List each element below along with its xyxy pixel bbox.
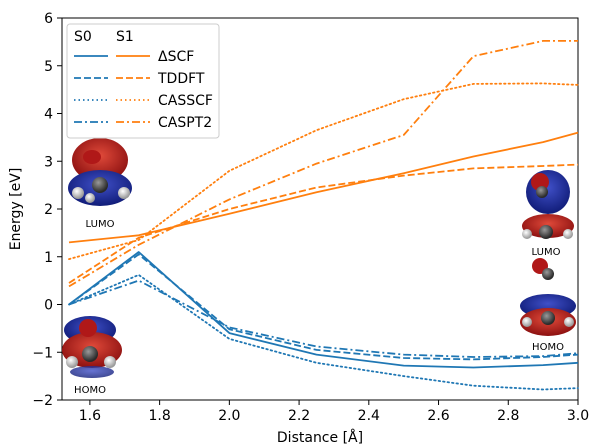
homo-orbital-right: HOMO — [520, 258, 576, 353]
legend-label: CASSCF — [158, 93, 213, 109]
legend-rows: ΔSCF TDDFT CASSCF CASPT2 — [74, 49, 213, 131]
y-tick-label: 3 — [44, 154, 53, 170]
y-tick-label: 5 — [44, 59, 53, 75]
series-line-s1-solid — [68, 131, 579, 244]
lumo-label-left: LUMO — [86, 219, 115, 230]
x-tick-label: 1.8 — [148, 408, 170, 424]
x-tick-label: 3.0 — [567, 408, 589, 424]
homo-label-right: HOMO — [532, 342, 564, 353]
lumo-orbital-left: LUMO — [68, 138, 132, 230]
x-tick-label: 2.8 — [497, 408, 519, 424]
series-line-s1-dashed — [68, 163, 579, 284]
legend-box — [66, 23, 220, 139]
lumo-orbital-right: LUMO — [522, 170, 574, 258]
series-line-s0-dashed — [68, 253, 579, 361]
x-axis-label: Distance [Å] — [277, 429, 363, 446]
series-layer — [68, 40, 579, 391]
series-line-s0-solid — [68, 251, 579, 369]
y-tick-label: 6 — [44, 11, 53, 27]
y-tick-label: −1 — [32, 345, 53, 361]
axis-ticks: 1.6 1.8 2.0 2.2 2.4 2.6 2.8 3.0 −2 −1 0 1 2 3 4 5 6 — [32, 11, 589, 424]
x-tick-label: 2.6 — [427, 408, 449, 424]
y-axis-label: Energy [eV] — [8, 168, 24, 251]
lumo-label-right: LUMO — [532, 247, 561, 258]
homo-label-left: HOMO — [74, 385, 106, 396]
legend-label: TDDFT — [157, 71, 205, 87]
x-tick-label: 2.2 — [288, 408, 310, 424]
homo-orbital-left: HOMO — [62, 316, 122, 396]
x-tick-label: 2.0 — [218, 408, 240, 424]
legend: S0 S1 ΔSCF TDDFT CASSCF CASPT2 — [66, 23, 220, 139]
y-tick-label: 2 — [44, 202, 53, 218]
series-line-s0-dotted — [68, 273, 579, 391]
legend-header-s1: S1 — [116, 29, 134, 45]
y-tick-label: −2 — [32, 393, 53, 409]
x-tick-label: 2.4 — [358, 408, 380, 424]
legend-header-s0: S0 — [74, 29, 92, 45]
series-line-s1-dashdot — [68, 40, 578, 288]
y-tick-label: 1 — [44, 250, 53, 266]
legend-label: CASPT2 — [158, 115, 212, 131]
legend-label: ΔSCF — [158, 49, 194, 65]
series-line-s0-dashdot — [68, 279, 579, 358]
x-tick-label: 1.6 — [79, 408, 101, 424]
y-tick-label: 4 — [44, 107, 53, 123]
series-line-s1-dotted — [68, 82, 579, 261]
y-tick-label: 0 — [44, 298, 53, 314]
